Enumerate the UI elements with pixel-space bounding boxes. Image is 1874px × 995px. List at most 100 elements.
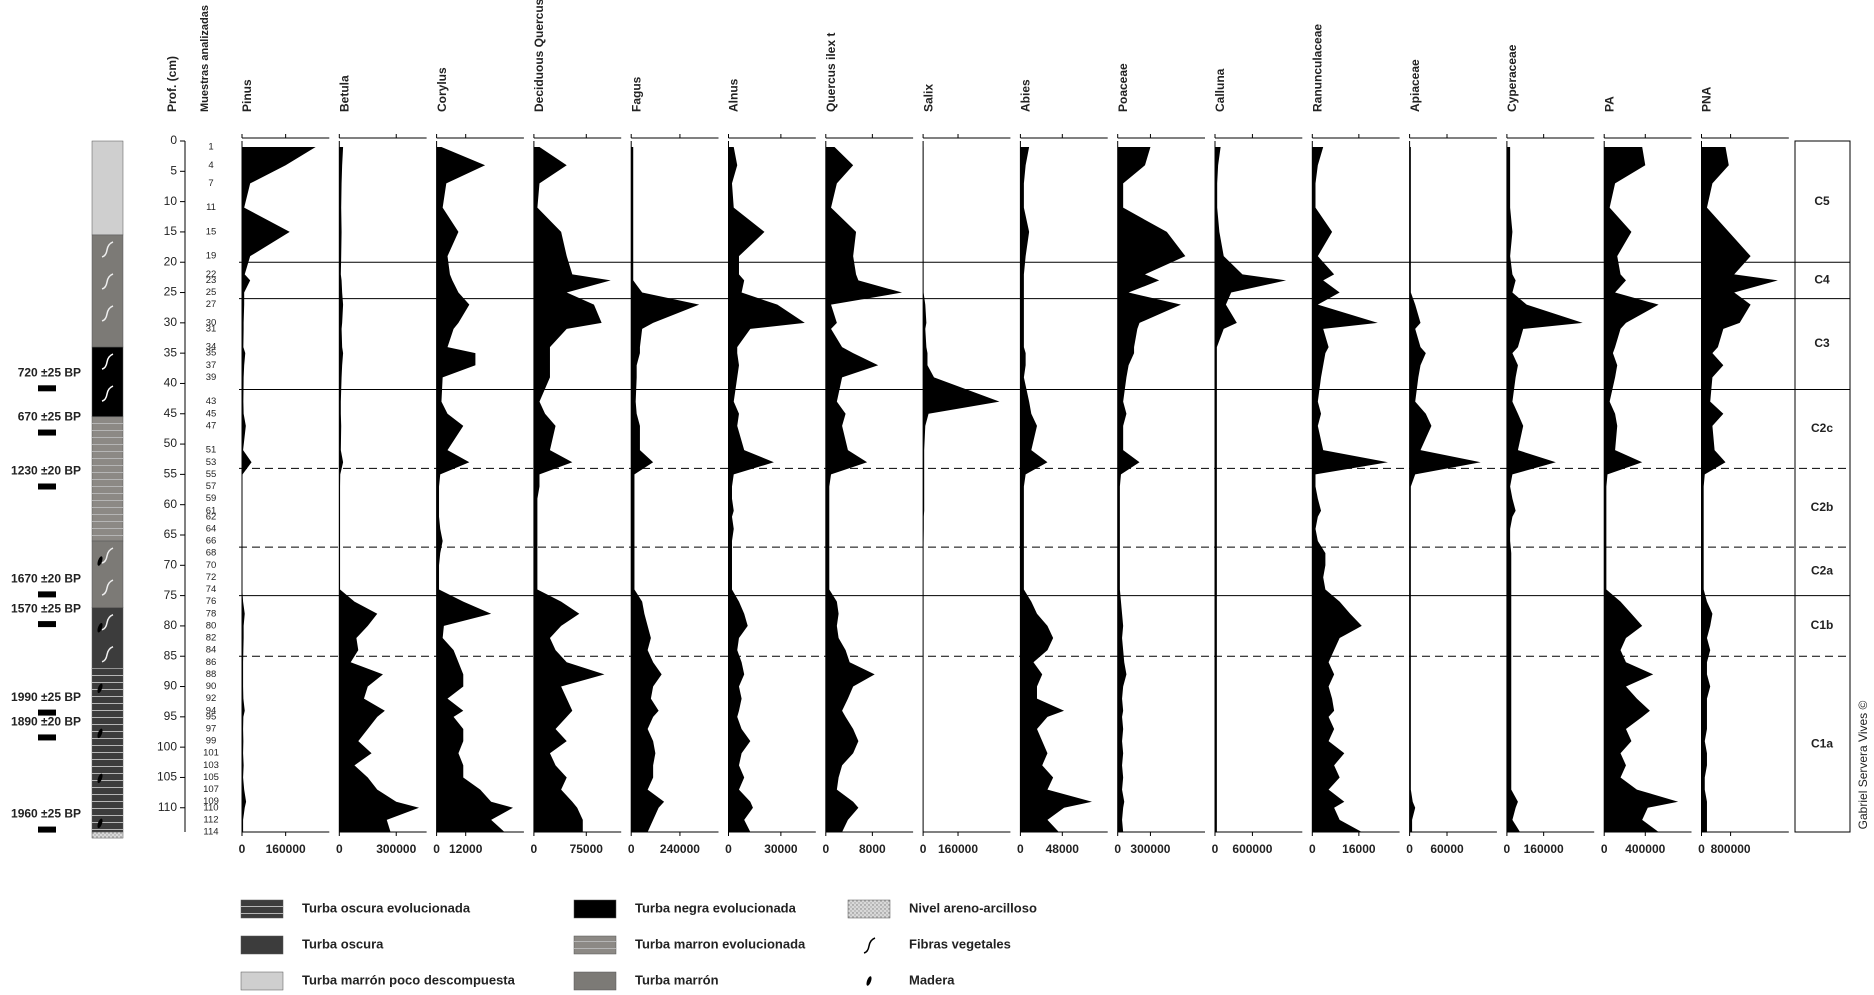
sample-label: 55 [206, 469, 217, 480]
taxon-name: Fagus [629, 76, 643, 112]
y-tick-label: 25 [164, 285, 178, 299]
sample-label: 31 [206, 323, 217, 334]
x-tick-label: 0 [433, 842, 440, 856]
taxon-name: Betula [337, 75, 351, 112]
pollen-curve [339, 147, 420, 832]
y-tick-label: 15 [164, 224, 178, 238]
litho-pattern [241, 900, 283, 918]
date-marker [38, 734, 56, 741]
zone-column [1794, 140, 1851, 833]
y-tick-label: 50 [164, 436, 178, 450]
x-tick-label: 30000 [764, 842, 798, 856]
taxon-name: Abies [1019, 79, 1033, 112]
samples-label: Muestras analizadas [199, 5, 211, 112]
date-label: 1890 ±20 BP [11, 715, 81, 729]
x-tick-label: 160000 [266, 842, 306, 856]
pollen-curve [1215, 147, 1287, 832]
x-tick-label: 300000 [376, 842, 416, 856]
sample-label: 112 [203, 814, 218, 825]
litho-fill [91, 607, 124, 669]
y-tick-label: 110 [158, 800, 177, 814]
litho-fill [91, 346, 124, 418]
date-label: 1990 ±25 BP [11, 690, 81, 704]
x-tick-label: 60000 [1430, 842, 1464, 856]
y-axis-label: Prof. (cm) [165, 56, 179, 112]
litho-pattern [92, 832, 123, 839]
sample-label: 39 [206, 372, 217, 383]
litho-pattern [92, 416, 123, 542]
legend-label: Turba negra evolucionada [635, 900, 797, 915]
sample-label: 22 [206, 269, 217, 280]
sample-label: 61 [206, 505, 217, 516]
litho-fill [91, 140, 124, 236]
date-marker [38, 429, 56, 436]
sample-label: 64 [206, 523, 217, 534]
pollen-curve [1506, 147, 1583, 832]
sample-label: 88 [206, 669, 217, 680]
y-tick-label: 55 [164, 467, 178, 481]
taxon-name: Poaceae [1116, 63, 1130, 112]
taxon-name: Ranunculaceae [1310, 24, 1324, 112]
sample-label: 37 [206, 360, 217, 371]
x-tick-label: 0 [1309, 842, 1316, 856]
sample-label: 57 [206, 481, 217, 492]
fibre-symbol [101, 273, 114, 290]
date-marker [38, 385, 56, 392]
x-tick-label: 0 [1698, 842, 1705, 856]
taxon-name: Quercus ilex t [824, 33, 838, 112]
sample-label: 97 [206, 723, 217, 734]
sample-label: 43 [206, 396, 217, 407]
pollen-curve [1020, 147, 1092, 832]
pollen-curve [436, 147, 513, 832]
x-tick-label: 600000 [1232, 842, 1272, 856]
sample-label: 107 [203, 784, 219, 795]
x-tick-label: 160000 [938, 842, 978, 856]
y-tick-label: 105 [157, 770, 177, 784]
x-tick-label: 75000 [570, 842, 604, 856]
fibre-symbol [101, 579, 114, 596]
litho-fill [91, 540, 124, 608]
legend-label: Turba oscura evolucionada [302, 900, 471, 915]
x-tick-label: 0 [1114, 842, 1121, 856]
y-tick-label: 20 [164, 254, 178, 268]
y-tick-label: 85 [164, 648, 178, 662]
y-tick-label: 90 [164, 679, 178, 693]
y-tick-label: 5 [170, 163, 177, 177]
taxon-name: Cyperaceae [1505, 44, 1519, 112]
sample-label: 25 [206, 287, 217, 298]
wood-symbol [97, 622, 103, 633]
sample-label: 11 [206, 202, 216, 213]
sample-label: 72 [206, 572, 217, 583]
sample-label: 66 [206, 536, 217, 547]
x-tick-label: 400000 [1625, 842, 1665, 856]
x-tick-label: 0 [1601, 842, 1608, 856]
fibre-symbol [101, 305, 114, 322]
fibre-symbol [101, 646, 114, 663]
sample-label: 92 [206, 693, 217, 704]
litho-fill [573, 971, 617, 991]
pollen-curve [825, 147, 903, 832]
wood-symbol [97, 773, 103, 784]
sample-label: 94 [206, 705, 217, 716]
sample-label: 35 [206, 348, 217, 359]
x-tick-label: 0 [531, 842, 538, 856]
litho-pattern [574, 936, 616, 954]
y-tick-label: 70 [164, 557, 178, 571]
litho-fill [240, 971, 284, 991]
x-tick-label: 0 [1504, 842, 1511, 856]
pollen-curve [1409, 147, 1481, 832]
sample-label: 105 [203, 772, 219, 783]
zone-label: C3 [1814, 336, 1830, 350]
date-label: 670 ±25 BP [18, 410, 81, 424]
taxon-name: Deciduous Quercus [532, 0, 546, 112]
x-tick-label: 16000 [1342, 842, 1376, 856]
litho-fill [91, 234, 124, 348]
y-tick-label: 35 [164, 345, 178, 359]
wood-symbol [866, 976, 872, 986]
zone-label: C4 [1814, 273, 1830, 287]
legend-label: Fibras vegetales [909, 936, 1011, 951]
taxon-name: Apiaceae [1408, 59, 1422, 112]
sample-label: 99 [206, 736, 217, 747]
legend-label: Turba marrón poco descompuesta [302, 972, 516, 987]
y-tick-label: 100 [157, 739, 177, 753]
